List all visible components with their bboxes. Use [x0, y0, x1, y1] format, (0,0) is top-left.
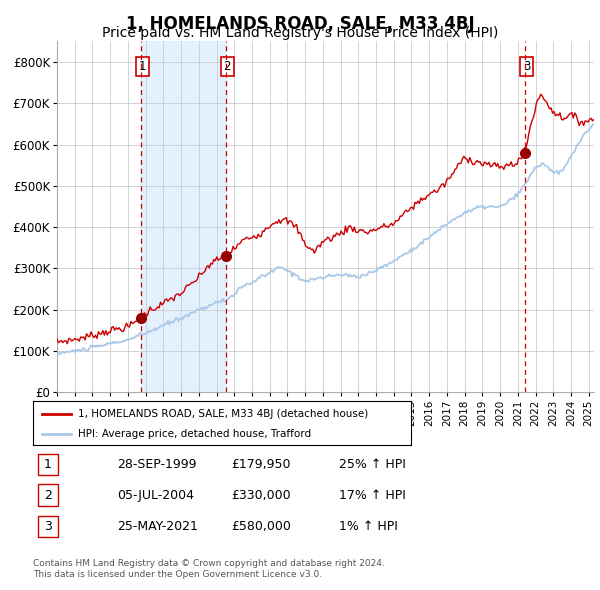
Text: £330,000: £330,000: [231, 489, 290, 502]
Text: 17% ↑ HPI: 17% ↑ HPI: [339, 489, 406, 502]
Text: This data is licensed under the Open Government Licence v3.0.: This data is licensed under the Open Gov…: [33, 570, 322, 579]
Text: 1: 1: [139, 60, 146, 73]
Text: 2: 2: [224, 60, 231, 73]
Bar: [141, 41, 226, 392]
Text: 3: 3: [44, 520, 52, 533]
Text: 1, HOMELANDS ROAD, SALE, M33 4BJ: 1, HOMELANDS ROAD, SALE, M33 4BJ: [125, 15, 475, 33]
Text: 05-JUL-2004: 05-JUL-2004: [117, 489, 194, 502]
Text: 28-SEP-1999: 28-SEP-1999: [117, 458, 197, 471]
Text: HPI: Average price, detached house, Trafford: HPI: Average price, detached house, Traf…: [79, 430, 311, 440]
Text: 3: 3: [523, 60, 530, 73]
Text: Contains HM Land Registry data © Crown copyright and database right 2024.: Contains HM Land Registry data © Crown c…: [33, 559, 385, 568]
Text: 2: 2: [44, 489, 52, 502]
Text: £179,950: £179,950: [231, 458, 290, 471]
Text: Price paid vs. HM Land Registry's House Price Index (HPI): Price paid vs. HM Land Registry's House …: [102, 26, 498, 40]
Text: 25-MAY-2021: 25-MAY-2021: [117, 520, 198, 533]
Text: £580,000: £580,000: [231, 520, 291, 533]
Text: 1: 1: [44, 458, 52, 471]
Text: 25% ↑ HPI: 25% ↑ HPI: [339, 458, 406, 471]
Text: 1% ↑ HPI: 1% ↑ HPI: [339, 520, 398, 533]
Text: 1, HOMELANDS ROAD, SALE, M33 4BJ (detached house): 1, HOMELANDS ROAD, SALE, M33 4BJ (detach…: [79, 409, 368, 418]
